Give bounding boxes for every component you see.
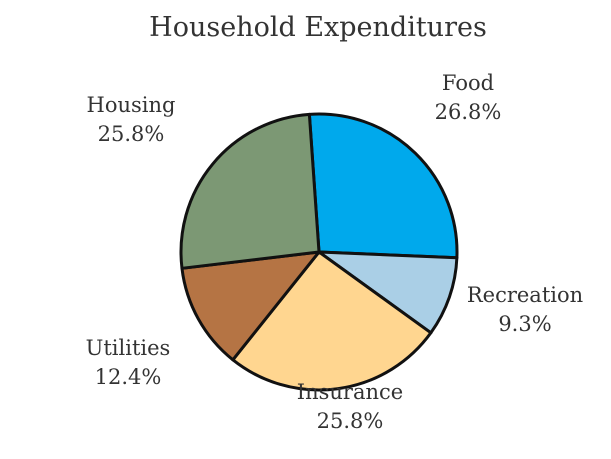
slice-label-recreation: Recreation [467,283,583,307]
pie-slices [179,112,459,392]
slice-value-utilities: 12.4% [95,365,162,389]
pie-slice-insurance [231,250,433,392]
pie-labels: Food 26.8% Recreation 9.3% Insurance 25.8% Uti… [86,71,583,433]
slice-value-insurance: 25.8% [317,409,384,433]
chart-title: Household Expenditures [149,12,487,43]
slice-value-food: 26.8% [435,100,502,124]
slice-label-utilities: Utilities [86,336,171,360]
slice-value-housing: 25.8% [98,122,165,146]
pie-slice-recreation [317,250,459,335]
pie-slice-food [307,112,459,260]
pie-slice-housing [179,112,321,270]
slice-label-food: Food [442,71,494,95]
slice-value-recreation: 9.3% [498,312,551,336]
slice-label-insurance: Insurance [297,380,403,404]
slice-label-housing: Housing [87,93,176,117]
pie-slice-utilities [180,250,321,362]
